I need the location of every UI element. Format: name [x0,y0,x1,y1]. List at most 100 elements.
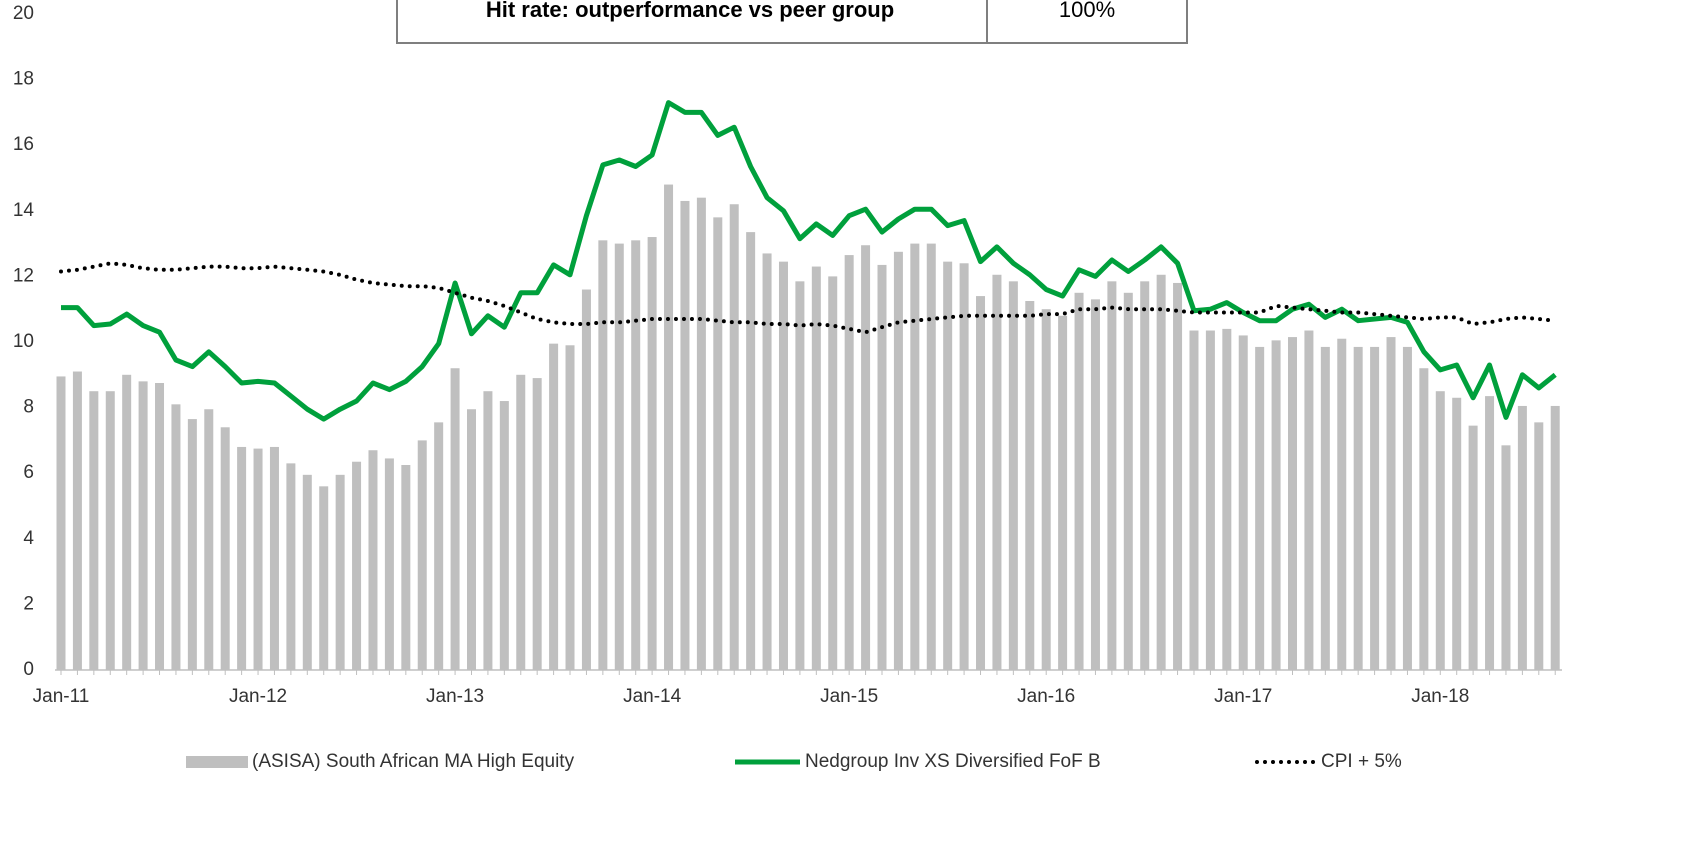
bar [1090,299,1100,670]
y-tick-label: 14 [13,200,35,221]
bar [614,243,624,670]
bar [877,264,887,670]
bar [499,401,509,670]
x-tick-label: Jan-17 [1214,686,1272,707]
bar [811,266,821,670]
x-tick-label: Jan-16 [1017,686,1075,707]
bar [1386,337,1396,670]
bar [1419,368,1429,670]
bar [713,217,723,671]
legend-swatch [186,756,248,768]
bar [122,374,132,670]
y-tick-label: 4 [23,528,34,549]
bar [72,371,82,670]
bar [1074,292,1084,670]
table-box [396,0,1188,44]
bar [1123,292,1133,670]
bar [976,296,986,670]
bar [302,474,312,670]
bar [253,448,263,670]
bar [549,343,559,670]
bar [56,376,66,670]
bar [910,243,920,670]
bar [138,381,148,670]
bar [1189,330,1199,670]
bar [1337,338,1347,670]
bar [1452,397,1462,670]
bar [516,374,526,670]
bar [959,263,969,670]
bar [187,419,197,670]
bar [1501,445,1511,670]
bar [417,440,427,670]
bar [1485,396,1495,670]
legend-label: (ASISA) South African MA High Equity [252,751,575,772]
bar [401,465,411,670]
bar [434,422,444,670]
bar [647,237,657,671]
bar [1140,281,1150,670]
bar [598,240,608,670]
bar [1041,309,1051,670]
bar [1156,274,1166,670]
bar [696,197,706,670]
bar [795,281,805,670]
bar [171,404,181,670]
bar [1173,282,1183,670]
bar [1402,346,1412,670]
y-tick-label: 20 [13,3,34,24]
bar [943,261,953,670]
bar [1255,346,1265,670]
y-tick-label: 18 [13,69,34,90]
x-tick-label: Jan-18 [1411,686,1469,707]
bar [1238,335,1248,670]
bar [893,251,903,671]
bar [1222,328,1232,670]
bar [1435,391,1445,670]
bar [483,391,493,670]
bar [368,450,378,670]
bar [1205,330,1215,670]
bar [1271,340,1281,670]
bar [992,274,1002,670]
bar [384,458,394,670]
table-label: Hit rate: outperformance vs peer group [486,0,894,22]
bar [352,461,362,670]
bar [828,276,838,670]
bar [581,289,591,670]
line [61,100,1557,422]
bar [237,446,247,670]
bar [1320,346,1330,670]
y-tick-label: 10 [13,331,34,352]
y-tick-label: 6 [23,462,34,483]
bar [319,486,329,670]
bar [450,368,460,670]
bar [746,232,756,670]
bar [631,240,641,670]
x-tick-label: Jan-13 [426,686,484,707]
bar [664,184,674,670]
bar [1353,346,1363,670]
bar [155,383,165,670]
x-tick-label: Jan-14 [623,686,682,707]
y-tick-label: 16 [13,134,34,155]
bar [532,378,542,670]
bar [467,409,476,670]
bar [926,243,936,670]
bar [844,255,854,670]
bar [1517,405,1527,670]
bar [1550,405,1560,670]
bar [1025,301,1035,670]
bar [204,409,214,670]
bar [105,391,115,670]
bar [729,204,739,671]
bar [220,427,230,670]
bar [1288,337,1297,670]
legend-label: Nedgroup Inv XS Diversified FoF B [805,751,1101,772]
bar [89,391,99,670]
x-tick-label: Jan-11 [33,686,90,707]
bar [335,474,345,670]
y-tick-label: 2 [23,593,34,614]
